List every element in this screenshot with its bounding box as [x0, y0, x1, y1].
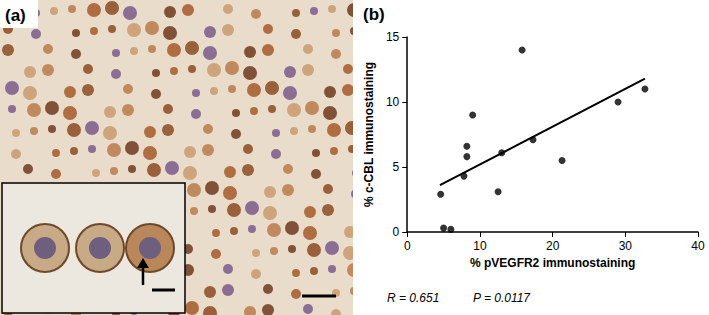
svg-text:% pVEGFR2 immunostaining: % pVEGFR2 immunostaining	[470, 256, 635, 270]
svg-text:10: 10	[473, 239, 487, 253]
svg-text:15: 15	[386, 30, 400, 44]
svg-text:20: 20	[546, 239, 560, 253]
svg-text:(b): (b)	[363, 5, 385, 24]
svg-text:10: 10	[386, 95, 400, 109]
svg-text:P = 0.0117: P = 0.0117	[473, 291, 531, 305]
svg-text:30: 30	[619, 239, 633, 253]
svg-text:5: 5	[393, 160, 400, 174]
svg-text:0: 0	[404, 239, 411, 253]
svg-text:% c-CBL immunostaining: % c-CBL immunostaining	[362, 62, 376, 207]
svg-text:(a): (a)	[5, 6, 26, 25]
svg-text:R = 0.651: R = 0.651	[387, 291, 439, 305]
svg-text:40: 40	[691, 239, 705, 253]
svg-text:0: 0	[393, 225, 400, 239]
